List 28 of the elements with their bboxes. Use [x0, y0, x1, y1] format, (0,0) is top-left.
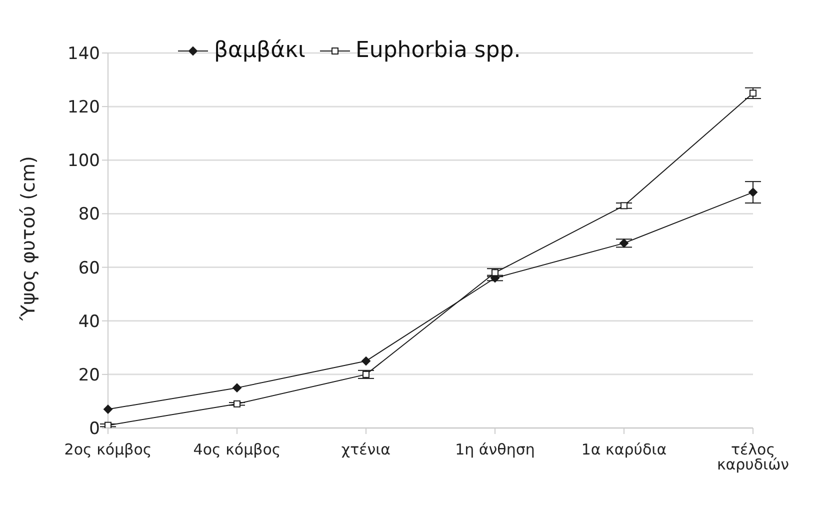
y-tick-label: 140 — [68, 44, 100, 64]
y-axis-title: Ύψος φυτού (cm) — [18, 156, 40, 322]
point — [748, 188, 758, 197]
x-tick-label: 2ος κόμβος — [64, 440, 152, 459]
y-tick-label: 60 — [78, 258, 100, 278]
point — [232, 383, 242, 392]
x-tick-label: τέλος καρυδιών — [716, 440, 790, 474]
point — [362, 356, 370, 366]
point — [104, 404, 112, 414]
y-tick-label: 80 — [78, 204, 100, 225]
point — [234, 400, 240, 408]
y-tick-label: 100 — [68, 151, 100, 172]
point — [620, 202, 628, 210]
y-tick-label: 120 — [68, 98, 100, 118]
legend-label: Euphorbia spp. — [356, 38, 521, 63]
point — [104, 422, 112, 428]
legend-label: βαμβάκι — [214, 38, 306, 63]
x-tick-label: 1η άνθηση — [455, 440, 535, 459]
point — [620, 238, 628, 248]
point — [362, 370, 370, 378]
point — [492, 269, 498, 276]
x-tick-label: χτένια — [341, 440, 391, 459]
point — [750, 90, 756, 97]
y-tick-label: 0 — [89, 419, 100, 440]
y-tick-label: 20 — [78, 365, 100, 386]
x-tick-label: 4ος κόμβος — [193, 440, 281, 459]
x-tick-label: 1α καρύδια — [581, 440, 667, 459]
y-tick-label: 40 — [78, 312, 100, 332]
